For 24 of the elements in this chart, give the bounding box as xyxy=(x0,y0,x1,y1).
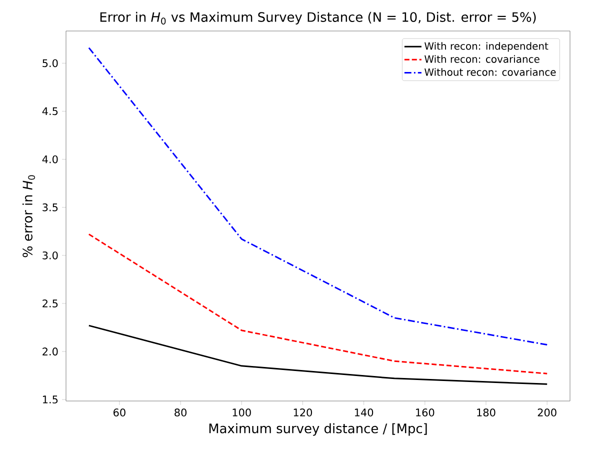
x-tick-label: 80 xyxy=(174,408,186,416)
y-tick-label: 3.5 xyxy=(42,203,58,212)
y-tick-label: 4.0 xyxy=(42,155,58,164)
legend-label: Without recon: covariance xyxy=(424,68,556,76)
x-tick-label: 140 xyxy=(354,408,374,416)
line-series xyxy=(88,324,548,385)
x-tick-label: 180 xyxy=(477,408,496,416)
legend-label: With recon: independent xyxy=(424,42,548,52)
x-tick-label: 200 xyxy=(538,408,556,416)
x-tick-label: 160 xyxy=(416,408,434,416)
y-tick-label: 4.5 xyxy=(42,107,58,116)
legend-label: With recon: covariance xyxy=(424,55,540,63)
y-tick-label: 2.5 xyxy=(42,299,58,308)
x-tick-label: 120 xyxy=(294,408,312,416)
y-tick-label: 3.0 xyxy=(42,251,58,260)
y-tick-label: 1.5 xyxy=(42,396,58,404)
y-axis-title: % error in H$_{0}$ xyxy=(22,175,35,258)
y-tick-label: 2.0 xyxy=(42,348,58,356)
chart-title: Error in H$_{0}$ vs Maximum Survey Distance (N = 10, Dist. error = 5%) xyxy=(100,12,536,24)
x-axis-title: Maximum survey distance / [Mpc] xyxy=(209,423,427,436)
x-tick-label: 60 xyxy=(114,408,126,416)
x-tick-label: 100 xyxy=(232,408,251,416)
line-series xyxy=(88,234,548,374)
y-tick-label: 5.0 xyxy=(42,59,58,68)
